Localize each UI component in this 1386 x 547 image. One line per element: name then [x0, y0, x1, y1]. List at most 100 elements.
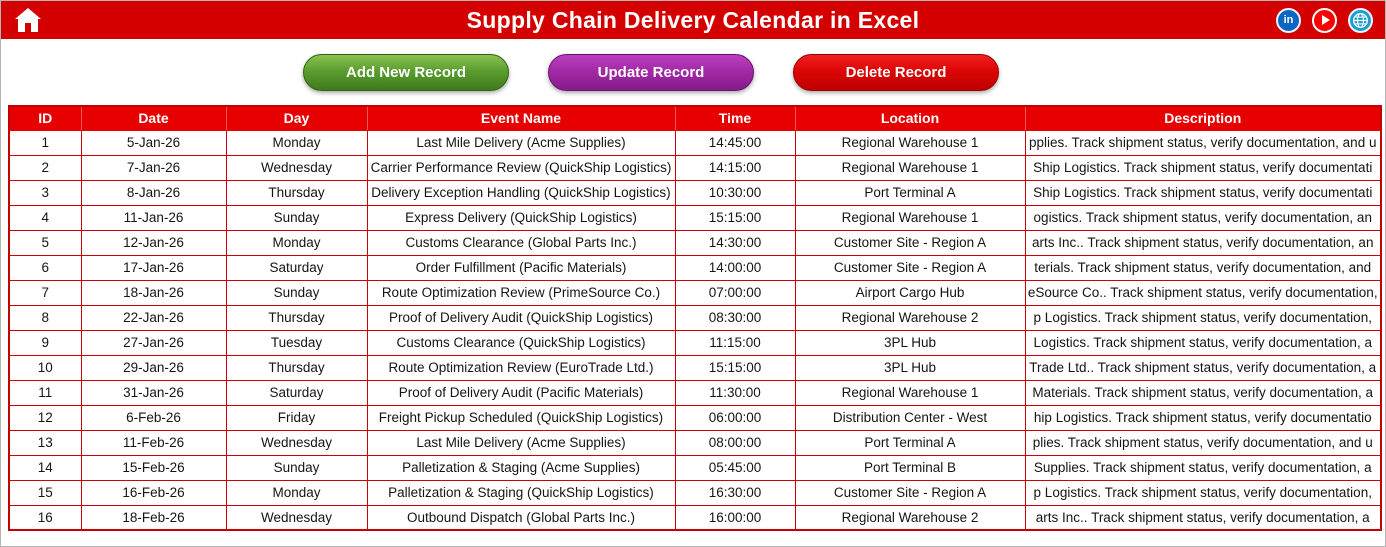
- cell-location[interactable]: Regional Warehouse 2: [794, 304, 1026, 331]
- cell-event[interactable]: Customs Clearance (Global Parts Inc.): [366, 229, 676, 256]
- cell-description[interactable]: p Logistics. Track shipment status, veri…: [1024, 304, 1382, 331]
- cell-time[interactable]: 07:00:00: [674, 279, 796, 306]
- cell-event[interactable]: Proof of Delivery Audit (QuickShip Logis…: [366, 304, 676, 331]
- cell-description[interactable]: p Logistics. Track shipment status, veri…: [1024, 479, 1382, 506]
- cell-date[interactable]: 31-Jan-26: [80, 379, 227, 406]
- table-row[interactable]: 11 31-Jan-26 Saturday Proof of Delivery Aud…: [8, 379, 1382, 406]
- cell-id[interactable]: 15: [8, 479, 82, 506]
- table-row[interactable]: 12 6-Feb-26 Friday Freight Pickup Scheduled…: [8, 404, 1382, 431]
- cell-location[interactable]: Distribution Center - West: [794, 404, 1026, 431]
- cell-description[interactable]: Ship Logistics. Track shipment status, v…: [1024, 154, 1382, 181]
- table-row[interactable]: 13 11-Feb-26 Wednesday Last Mile Delivery (…: [8, 429, 1382, 456]
- table-row[interactable]: 9 27-Jan-26 Tuesday Customs Clearance (Quic…: [8, 329, 1382, 356]
- cell-id[interactable]: 10: [8, 354, 82, 381]
- cell-day[interactable]: Friday: [225, 404, 368, 431]
- cell-event[interactable]: Palletization & Staging (Acme Supplies): [366, 454, 676, 481]
- cell-location[interactable]: Port Terminal A: [794, 429, 1026, 456]
- cell-description[interactable]: arts Inc.. Track shipment status, verify…: [1024, 504, 1382, 531]
- cell-date[interactable]: 18-Feb-26: [80, 504, 227, 531]
- cell-event[interactable]: Route Optimization Review (EuroTrade Ltd…: [366, 354, 676, 381]
- cell-event[interactable]: Carrier Performance Review (QuickShip Lo…: [366, 154, 676, 181]
- cell-description[interactable]: terials. Track shipment status, verify d…: [1024, 254, 1382, 281]
- cell-time[interactable]: 14:30:00: [674, 229, 796, 256]
- cell-day[interactable]: Tuesday: [225, 329, 368, 356]
- cell-location[interactable]: Regional Warehouse 1: [794, 379, 1026, 406]
- cell-location[interactable]: 3PL Hub: [794, 329, 1026, 356]
- cell-location[interactable]: Regional Warehouse 2: [794, 504, 1026, 531]
- cell-day[interactable]: Saturday: [225, 254, 368, 281]
- cell-id[interactable]: 12: [8, 404, 82, 431]
- cell-event[interactable]: Delivery Exception Handling (QuickShip L…: [366, 179, 676, 206]
- cell-description[interactable]: Ship Logistics. Track shipment status, v…: [1024, 179, 1382, 206]
- cell-description[interactable]: pplies. Track shipment status, verify do…: [1024, 129, 1382, 156]
- cell-day[interactable]: Thursday: [225, 354, 368, 381]
- cell-location[interactable]: Port Terminal B: [794, 454, 1026, 481]
- cell-description[interactable]: Trade Ltd.. Track shipment status, verif…: [1024, 354, 1382, 381]
- cell-description[interactable]: eSource Co.. Track shipment status, veri…: [1024, 279, 1382, 306]
- cell-time[interactable]: 06:00:00: [674, 404, 796, 431]
- cell-date[interactable]: 7-Jan-26: [80, 154, 227, 181]
- cell-date[interactable]: 11-Jan-26: [80, 204, 227, 231]
- cell-day[interactable]: Sunday: [225, 454, 368, 481]
- table-row[interactable]: 2 7-Jan-26 Wednesday Carrier Performance Re…: [8, 154, 1382, 181]
- cell-day[interactable]: Saturday: [225, 379, 368, 406]
- cell-id[interactable]: 14: [8, 454, 82, 481]
- cell-day[interactable]: Sunday: [225, 204, 368, 231]
- table-row[interactable]: 14 15-Feb-26 Sunday Palletization & Staging…: [8, 454, 1382, 481]
- cell-event[interactable]: Proof of Delivery Audit (Pacific Materia…: [366, 379, 676, 406]
- cell-id[interactable]: 11: [8, 379, 82, 406]
- cell-location[interactable]: Customer Site - Region A: [794, 254, 1026, 281]
- cell-date[interactable]: 8-Jan-26: [80, 179, 227, 206]
- table-row[interactable]: 1 5-Jan-26 Monday Last Mile Delivery (Acme …: [8, 129, 1382, 156]
- cell-description[interactable]: arts Inc.. Track shipment status, verify…: [1024, 229, 1382, 256]
- cell-description[interactable]: Supplies. Track shipment status, verify …: [1024, 454, 1382, 481]
- cell-time[interactable]: 10:30:00: [674, 179, 796, 206]
- cell-date[interactable]: 11-Feb-26: [80, 429, 227, 456]
- cell-description[interactable]: plies. Track shipment status, verify doc…: [1024, 429, 1382, 456]
- cell-location[interactable]: Port Terminal A: [794, 179, 1026, 206]
- cell-time[interactable]: 16:30:00: [674, 479, 796, 506]
- add-new-record-button[interactable]: Add New Record: [303, 53, 509, 91]
- cell-id[interactable]: 2: [8, 154, 82, 181]
- cell-event[interactable]: Palletization & Staging (QuickShip Logis…: [366, 479, 676, 506]
- cell-date[interactable]: 29-Jan-26: [80, 354, 227, 381]
- cell-day[interactable]: Monday: [225, 479, 368, 506]
- cell-id[interactable]: 13: [8, 429, 82, 456]
- cell-id[interactable]: 3: [8, 179, 82, 206]
- cell-day[interactable]: Monday: [225, 129, 368, 156]
- cell-time[interactable]: 15:15:00: [674, 354, 796, 381]
- cell-id[interactable]: 1: [8, 129, 82, 156]
- cell-date[interactable]: 16-Feb-26: [80, 479, 227, 506]
- cell-date[interactable]: 17-Jan-26: [80, 254, 227, 281]
- cell-event[interactable]: Freight Pickup Scheduled (QuickShip Logi…: [366, 404, 676, 431]
- table-row[interactable]: 15 16-Feb-26 Monday Palletization & Staging…: [8, 479, 1382, 506]
- delete-record-button[interactable]: Delete Record: [793, 53, 999, 91]
- cell-id[interactable]: 8: [8, 304, 82, 331]
- cell-date[interactable]: 5-Jan-26: [80, 129, 227, 156]
- table-row[interactable]: 3 8-Jan-26 Thursday Delivery Exception Hand…: [8, 179, 1382, 206]
- cell-time[interactable]: 08:00:00: [674, 429, 796, 456]
- table-row[interactable]: 16 18-Feb-26 Wednesday Outbound Dispatch (G…: [8, 504, 1382, 531]
- table-row[interactable]: 8 22-Jan-26 Thursday Proof of Delivery Audi…: [8, 304, 1382, 331]
- cell-date[interactable]: 12-Jan-26: [80, 229, 227, 256]
- cell-time[interactable]: 11:15:00: [674, 329, 796, 356]
- cell-day[interactable]: Monday: [225, 229, 368, 256]
- cell-date[interactable]: 27-Jan-26: [80, 329, 227, 356]
- globe-icon[interactable]: [1348, 7, 1373, 33]
- cell-location[interactable]: 3PL Hub: [794, 354, 1026, 381]
- table-row[interactable]: 7 18-Jan-26 Sunday Route Optimization Revie…: [8, 279, 1382, 306]
- cell-event[interactable]: Outbound Dispatch (Global Parts Inc.): [366, 504, 676, 531]
- cell-date[interactable]: 6-Feb-26: [80, 404, 227, 431]
- cell-location[interactable]: Customer Site - Region A: [794, 479, 1026, 506]
- cell-day[interactable]: Wednesday: [225, 154, 368, 181]
- cell-description[interactable]: ogistics. Track shipment status, verify …: [1024, 204, 1382, 231]
- home-icon[interactable]: [11, 5, 45, 35]
- cell-event[interactable]: Express Delivery (QuickShip Logistics): [366, 204, 676, 231]
- cell-date[interactable]: 15-Feb-26: [80, 454, 227, 481]
- cell-date[interactable]: 22-Jan-26: [80, 304, 227, 331]
- linkedin-icon[interactable]: in: [1276, 7, 1301, 33]
- cell-id[interactable]: 16: [8, 504, 82, 531]
- cell-time[interactable]: 14:15:00: [674, 154, 796, 181]
- cell-id[interactable]: 6: [8, 254, 82, 281]
- table-row[interactable]: 4 11-Jan-26 Sunday Express Delivery (QuickS…: [8, 204, 1382, 231]
